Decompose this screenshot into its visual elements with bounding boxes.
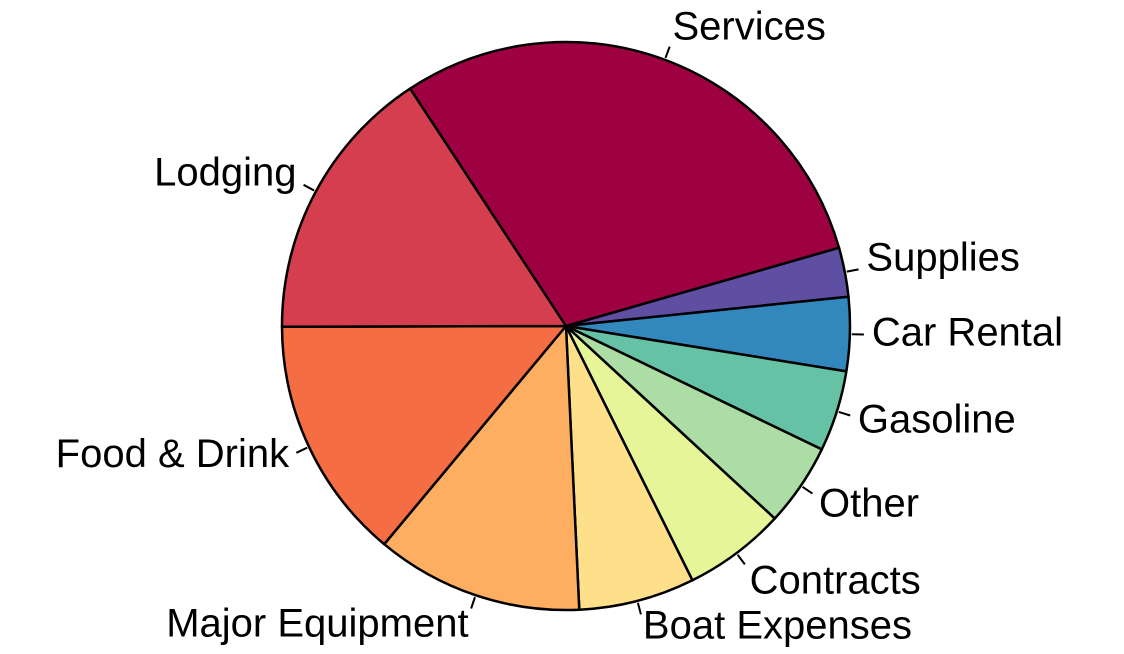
label-tick-contracts <box>736 554 746 565</box>
pie-slice-food-and-drink <box>280 324 568 546</box>
pie-slice-lodging <box>280 87 568 329</box>
label-tick-boat-expenses <box>636 602 642 615</box>
slice-label-contracts: Contracts <box>750 558 921 602</box>
slice-label-services: Services <box>672 5 825 49</box>
pie-slice-major-equipment <box>382 324 581 612</box>
slice-label-food-and-drink: Food & Drink <box>56 432 290 476</box>
ticks-layer <box>295 46 864 615</box>
label-tick-lodging <box>303 183 315 192</box>
pie-slice-boat-expenses <box>564 324 694 611</box>
label-tick-supplies <box>846 268 859 273</box>
slice-label-major-equipment: Major Equipment <box>166 602 468 646</box>
slice-label-other: Other <box>819 482 919 526</box>
slice-label-supplies: Supplies <box>866 235 1019 279</box>
slices-layer <box>280 40 852 612</box>
label-tick-food-and-drink <box>295 446 308 454</box>
labels-layer: Supplies Car Rental Gasoline Other Contracts… <box>56 5 1063 648</box>
label-tick-other <box>801 486 813 495</box>
slice-label-car-rental: Car Rental <box>872 310 1063 354</box>
slice-label-boat-expenses: Boat Expenses <box>643 604 912 648</box>
slice-label-gasoline: Gasoline <box>858 397 1016 441</box>
pie-slice-services <box>408 40 841 328</box>
label-tick-gasoline <box>838 410 851 417</box>
slice-label-lodging: Lodging <box>154 151 296 195</box>
label-tick-major-equipment <box>470 596 476 609</box>
label-tick-services <box>664 46 671 59</box>
